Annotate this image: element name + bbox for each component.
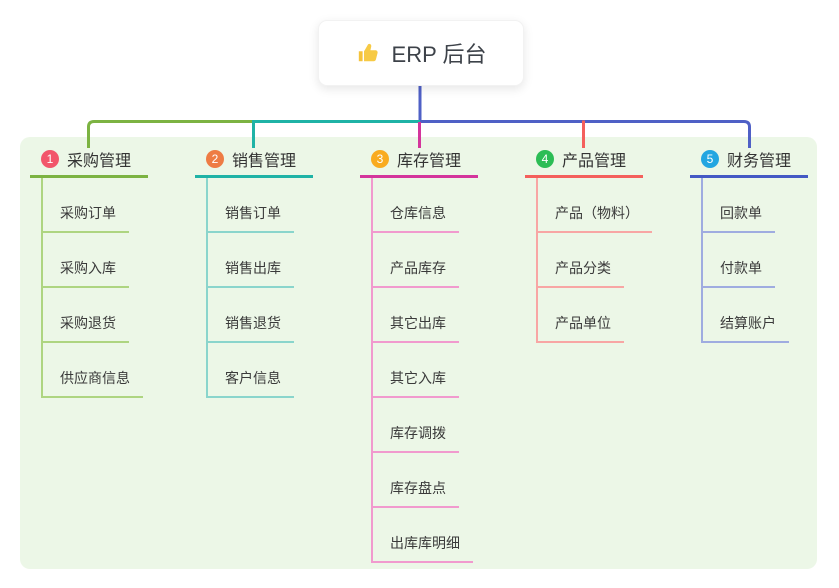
item-label: 产品（物料） (555, 205, 639, 221)
node-item[interactable]: 库存盘点 (373, 453, 459, 508)
branch-items: 产品（物料） 产品分类 产品单位 (536, 178, 652, 343)
branch-items: 仓库信息 产品库存 其它出库 其它入库 库存调拨 库存盘点 出库库明细 (371, 178, 473, 563)
branch-label: 采购管理 (67, 153, 132, 170)
node-item[interactable]: 其它入库 (373, 343, 459, 398)
branch-items: 销售订单 销售出库 销售退货 客户信息 (206, 178, 294, 398)
item-label: 采购订单 (60, 205, 116, 221)
branch-label: 财务管理 (727, 153, 792, 170)
item-label: 产品单位 (555, 315, 611, 331)
node-item[interactable]: 产品库存 (373, 233, 459, 288)
item-label: 客户信息 (225, 370, 281, 386)
item-label: 出库库明细 (390, 535, 460, 551)
item-label: 仓库信息 (390, 205, 446, 221)
branch-label: 库存管理 (397, 153, 462, 170)
item-label: 采购退货 (60, 315, 116, 331)
node-item[interactable]: 仓库信息 (373, 178, 459, 233)
branch-purchase: 1 采购管理 采购订单 采购入库 采购退货 供应商信息 (30, 148, 148, 398)
node-item[interactable]: 结算账户 (703, 288, 789, 343)
thumbs-up-icon (356, 40, 382, 66)
branch-header-purchase[interactable]: 1 采购管理 (30, 148, 148, 178)
node-item[interactable]: 采购订单 (43, 178, 129, 233)
item-label: 其它出库 (390, 315, 446, 331)
branch-number-badge: 4 (536, 150, 554, 168)
branch-header-sales[interactable]: 2 销售管理 (195, 148, 313, 178)
node-item[interactable]: 采购退货 (43, 288, 129, 343)
node-item[interactable]: 采购入库 (43, 233, 129, 288)
item-label: 其它入库 (390, 370, 446, 386)
node-item[interactable]: 库存调拨 (373, 398, 459, 453)
branch-label: 产品管理 (562, 153, 627, 170)
branch-product: 4 产品管理 产品（物料） 产品分类 产品单位 (525, 148, 652, 343)
item-label: 销售退货 (225, 315, 281, 331)
branch-number-badge: 3 (371, 150, 389, 168)
item-label: 结算账户 (720, 315, 776, 331)
branch-number-badge: 1 (41, 150, 59, 168)
branch-items: 回款单 付款单 结算账户 (701, 178, 789, 343)
item-label: 库存调拨 (390, 425, 446, 441)
branch-sales: 2 销售管理 销售订单 销售出库 销售退货 客户信息 (195, 148, 313, 398)
branch-header-product[interactable]: 4 产品管理 (525, 148, 643, 178)
node-item[interactable]: 产品单位 (538, 288, 624, 343)
branch-number-badge: 2 (206, 150, 224, 168)
node-item[interactable]: 产品（物料） (538, 178, 652, 233)
item-label: 回款单 (720, 205, 762, 221)
item-label: 采购入库 (60, 260, 116, 276)
node-item[interactable]: 出库库明细 (373, 508, 473, 563)
node-item[interactable]: 回款单 (703, 178, 775, 233)
root-label: ERP 后台 (391, 42, 487, 67)
item-label: 销售订单 (225, 205, 281, 221)
item-label: 产品库存 (390, 260, 446, 276)
item-label: 供应商信息 (60, 370, 130, 386)
branch-finance: 5 财务管理 回款单 付款单 结算账户 (690, 148, 808, 343)
branch-items: 采购订单 采购入库 采购退货 供应商信息 (41, 178, 143, 398)
node-item[interactable]: 供应商信息 (43, 343, 143, 398)
node-item[interactable]: 付款单 (703, 233, 775, 288)
branch-header-inventory[interactable]: 3 库存管理 (360, 148, 478, 178)
item-label: 产品分类 (555, 260, 611, 276)
item-label: 付款单 (720, 260, 762, 276)
branches-panel (20, 137, 817, 569)
root-node[interactable]: ERP 后台 (318, 20, 524, 86)
item-label: 库存盘点 (390, 480, 446, 496)
node-item[interactable]: 销售退货 (208, 288, 294, 343)
node-item[interactable]: 客户信息 (208, 343, 294, 398)
branch-inventory: 3 库存管理 仓库信息 产品库存 其它出库 其它入库 库存调拨 库存盘点 出库库… (360, 148, 478, 563)
branch-header-finance[interactable]: 5 财务管理 (690, 148, 808, 178)
node-item[interactable]: 销售订单 (208, 178, 294, 233)
node-item[interactable]: 产品分类 (538, 233, 624, 288)
branch-label: 销售管理 (232, 153, 297, 170)
node-item[interactable]: 其它出库 (373, 288, 459, 343)
branch-number-badge: 5 (701, 150, 719, 168)
item-label: 销售出库 (225, 260, 281, 276)
node-item[interactable]: 销售出库 (208, 233, 294, 288)
